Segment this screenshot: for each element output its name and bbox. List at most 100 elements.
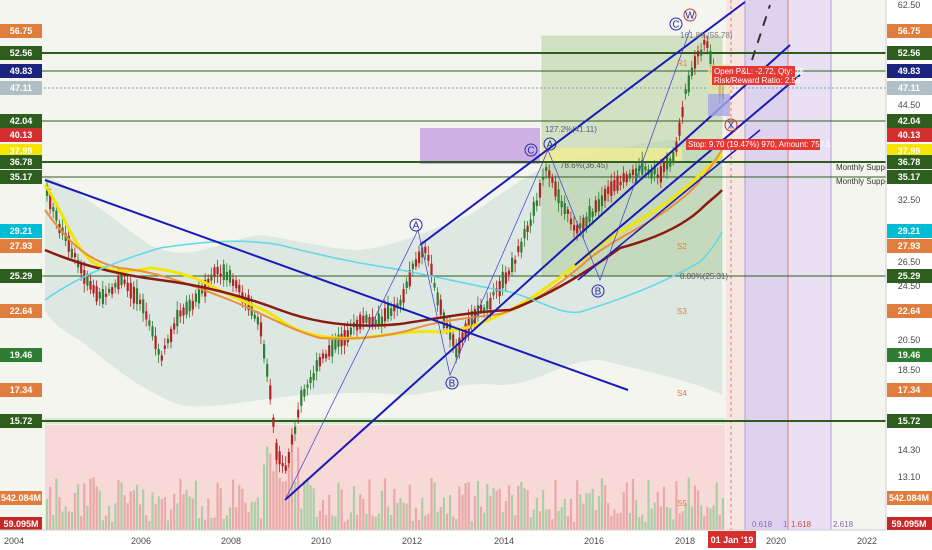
volume-bar xyxy=(86,505,89,530)
current-date-text: 01 Jan '19 xyxy=(711,535,754,545)
volume-bar xyxy=(529,517,532,530)
volume-bar xyxy=(331,515,334,530)
volume-bar xyxy=(715,482,718,530)
candle-body xyxy=(328,345,331,357)
candle-body xyxy=(67,235,70,252)
candle-body xyxy=(436,292,439,306)
price-badge-text: 19.46 xyxy=(898,350,921,360)
volume-bar xyxy=(77,484,80,530)
volume-bar xyxy=(498,488,501,530)
volume-bar xyxy=(349,512,352,530)
volume-bar xyxy=(421,497,424,530)
volume-bar xyxy=(659,506,662,530)
candle-body xyxy=(297,409,300,418)
candle-body xyxy=(656,174,659,178)
candle-body xyxy=(402,288,405,303)
fib-label: 127.2%(41.11) xyxy=(545,125,597,134)
price-badge-left: 37.99 xyxy=(0,144,42,158)
price-badge-left: 56.75 xyxy=(0,24,42,38)
time-tick-label: 2020 xyxy=(766,536,786,546)
price-badge-left: 17.34 xyxy=(0,383,42,397)
time-tick-label: 2012 xyxy=(402,536,422,546)
price-badge-text: 49.83 xyxy=(10,66,33,76)
volume-bar xyxy=(635,500,638,530)
volume-bar xyxy=(393,488,396,530)
volume-bar xyxy=(666,507,669,530)
time-axis[interactable] xyxy=(0,530,932,550)
volume-bar xyxy=(489,495,492,530)
volume-bar xyxy=(346,519,349,530)
price-badge-text: 19.46 xyxy=(10,350,33,360)
volume-bar xyxy=(486,484,489,530)
candle-body xyxy=(390,308,393,316)
candle-body xyxy=(529,219,532,226)
candle-body xyxy=(700,49,703,56)
candle-body xyxy=(542,176,545,180)
volume-bar xyxy=(709,508,712,530)
candle-body xyxy=(284,465,287,471)
volume-bar xyxy=(380,490,383,530)
candle-body xyxy=(635,168,638,182)
candle-body xyxy=(139,299,142,304)
position-stop-box xyxy=(708,94,730,116)
pivot-label: R1 xyxy=(677,59,688,68)
volume-bar xyxy=(718,515,721,530)
candle-body xyxy=(706,41,709,48)
time-tick-label: 2022 xyxy=(857,536,877,546)
candle-body xyxy=(52,207,55,212)
volume-bar xyxy=(132,490,135,530)
price-badge-text: 35.17 xyxy=(898,172,921,182)
volume-bar xyxy=(306,477,309,530)
price-tick-label: 44.50 xyxy=(898,100,921,110)
volume-bar xyxy=(402,503,405,530)
price-badge: 27.93 xyxy=(887,239,932,253)
candle-body xyxy=(95,286,98,302)
volume-bar xyxy=(442,497,445,530)
candle-body xyxy=(461,332,464,339)
candle-body xyxy=(216,266,219,275)
volume-bar xyxy=(83,483,86,530)
candle-body xyxy=(501,271,504,289)
volume-bar xyxy=(145,515,148,530)
volume-bar xyxy=(325,514,328,530)
price-badge-left: 542.084M xyxy=(0,491,42,505)
price-badge-text: 36.78 xyxy=(10,157,33,167)
volume-bar xyxy=(272,471,275,530)
price-badge: 52.56 xyxy=(887,46,932,60)
wave-label: B xyxy=(591,284,605,298)
fib-time-label: 2.618 xyxy=(833,520,854,529)
price-badge-left: 15.72 xyxy=(0,414,42,428)
price-badge-text: 27.93 xyxy=(10,241,33,251)
volume-bar xyxy=(449,494,452,530)
volume-bar xyxy=(207,498,210,530)
volume-bar xyxy=(703,516,706,530)
wave-label-text: B xyxy=(449,379,456,390)
candle-body xyxy=(163,345,166,349)
volume-bar xyxy=(89,478,92,530)
volume-bar xyxy=(504,501,507,530)
wave-label: W xyxy=(683,8,697,22)
volume-bar xyxy=(294,481,297,530)
channel-inner-line-2 xyxy=(577,129,761,281)
volume-bar xyxy=(321,500,325,530)
price-badge-text: 59.095M xyxy=(3,519,38,529)
price-badge-text: 49.83 xyxy=(898,66,921,76)
candle-body xyxy=(517,246,520,252)
candle-body xyxy=(377,313,380,326)
volume-bar xyxy=(111,521,114,530)
volume-bar xyxy=(340,489,343,530)
volume-bar xyxy=(179,478,182,530)
pivot-label: S5 xyxy=(677,499,687,508)
candle-body xyxy=(709,50,712,67)
candle-body xyxy=(340,333,343,347)
candle-body xyxy=(207,279,210,285)
price-badge-text: 17.34 xyxy=(898,385,921,395)
candle-body xyxy=(387,303,390,320)
volume-bar xyxy=(507,485,511,530)
volume-bar xyxy=(160,499,163,530)
candle-body xyxy=(104,293,108,297)
stop-text: Stop: 9.70 (19.47%) 970, Amount: 757.5 xyxy=(688,140,831,149)
candle-body xyxy=(480,304,483,311)
